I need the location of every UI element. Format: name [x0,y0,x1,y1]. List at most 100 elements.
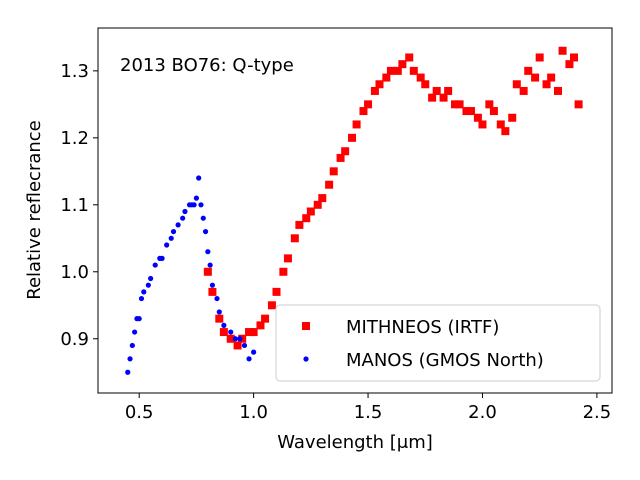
annotation: 2013 BO76: Q-type [120,55,294,76]
point [159,255,165,261]
point [152,262,158,268]
point [261,314,270,323]
point [473,113,482,122]
legend-marker [302,322,310,330]
point [205,249,211,255]
point [216,309,222,315]
point [198,202,204,208]
point [467,107,476,116]
point [444,86,453,95]
point [279,267,288,276]
point [336,153,345,162]
point [232,336,238,342]
point [245,328,254,337]
legend-box [275,304,601,382]
point [306,207,315,216]
point [364,100,373,109]
point [219,328,228,337]
y-axis-label: Relative reflecrance [24,120,45,300]
point [485,100,494,109]
point [542,80,551,89]
point [519,86,528,95]
point [535,53,544,62]
point [574,100,583,109]
point [352,120,361,129]
point [416,73,425,82]
y-tick-label: 1.2 [60,128,89,149]
point [249,328,258,337]
point [512,80,521,89]
point [348,133,357,142]
point [496,120,505,129]
point [141,289,147,295]
point [272,287,281,296]
point [145,282,151,288]
point [221,322,227,328]
point [203,267,212,276]
point [558,46,567,55]
point [246,356,252,362]
legend-label: MITHNEOS (IRTF) [346,317,499,338]
point [359,107,368,116]
point [547,73,556,82]
point [290,234,299,243]
point [233,341,242,350]
point [164,242,170,248]
point [524,66,533,75]
point [127,356,133,362]
point [136,316,142,322]
point [428,93,437,102]
point [228,329,234,335]
point [237,336,243,342]
point [341,147,350,156]
point [208,287,217,296]
legend-label: MANOS (GMOS North) [346,350,544,371]
point [295,220,304,229]
y-tick-label: 1.0 [60,262,89,283]
y-tick-label: 1.1 [60,195,89,216]
x-tick-label: 2.0 [468,402,497,423]
point [209,282,216,288]
point [196,175,202,181]
point [393,66,402,75]
point [170,228,177,235]
point [421,80,430,89]
point [267,301,276,310]
point [125,369,131,375]
point [129,342,135,349]
point [432,86,441,95]
point [382,73,391,82]
point [462,107,471,116]
x-tick-label: 1.0 [239,402,268,423]
point [501,127,510,136]
axes-frame [97,27,613,394]
point [531,73,540,82]
point [193,195,200,201]
point [148,275,154,282]
point [202,228,209,235]
point [370,86,379,95]
point [215,314,224,323]
point [283,254,292,263]
y-tick-label: 0.9 [60,329,89,350]
point [508,113,517,122]
point [478,120,487,129]
point [241,342,248,349]
x-tick-label: 2.5 [583,402,612,423]
y-tick-label: 1.3 [60,61,89,82]
point [180,215,186,221]
point [553,86,562,95]
point [313,200,322,209]
point [329,167,338,176]
point [570,53,579,62]
point [132,329,138,335]
x-tick-label: 1.5 [354,402,383,423]
point [325,180,334,189]
point [455,100,464,109]
point [200,215,206,221]
point [226,334,235,343]
point [386,66,395,75]
point [256,321,265,330]
point [375,80,384,89]
